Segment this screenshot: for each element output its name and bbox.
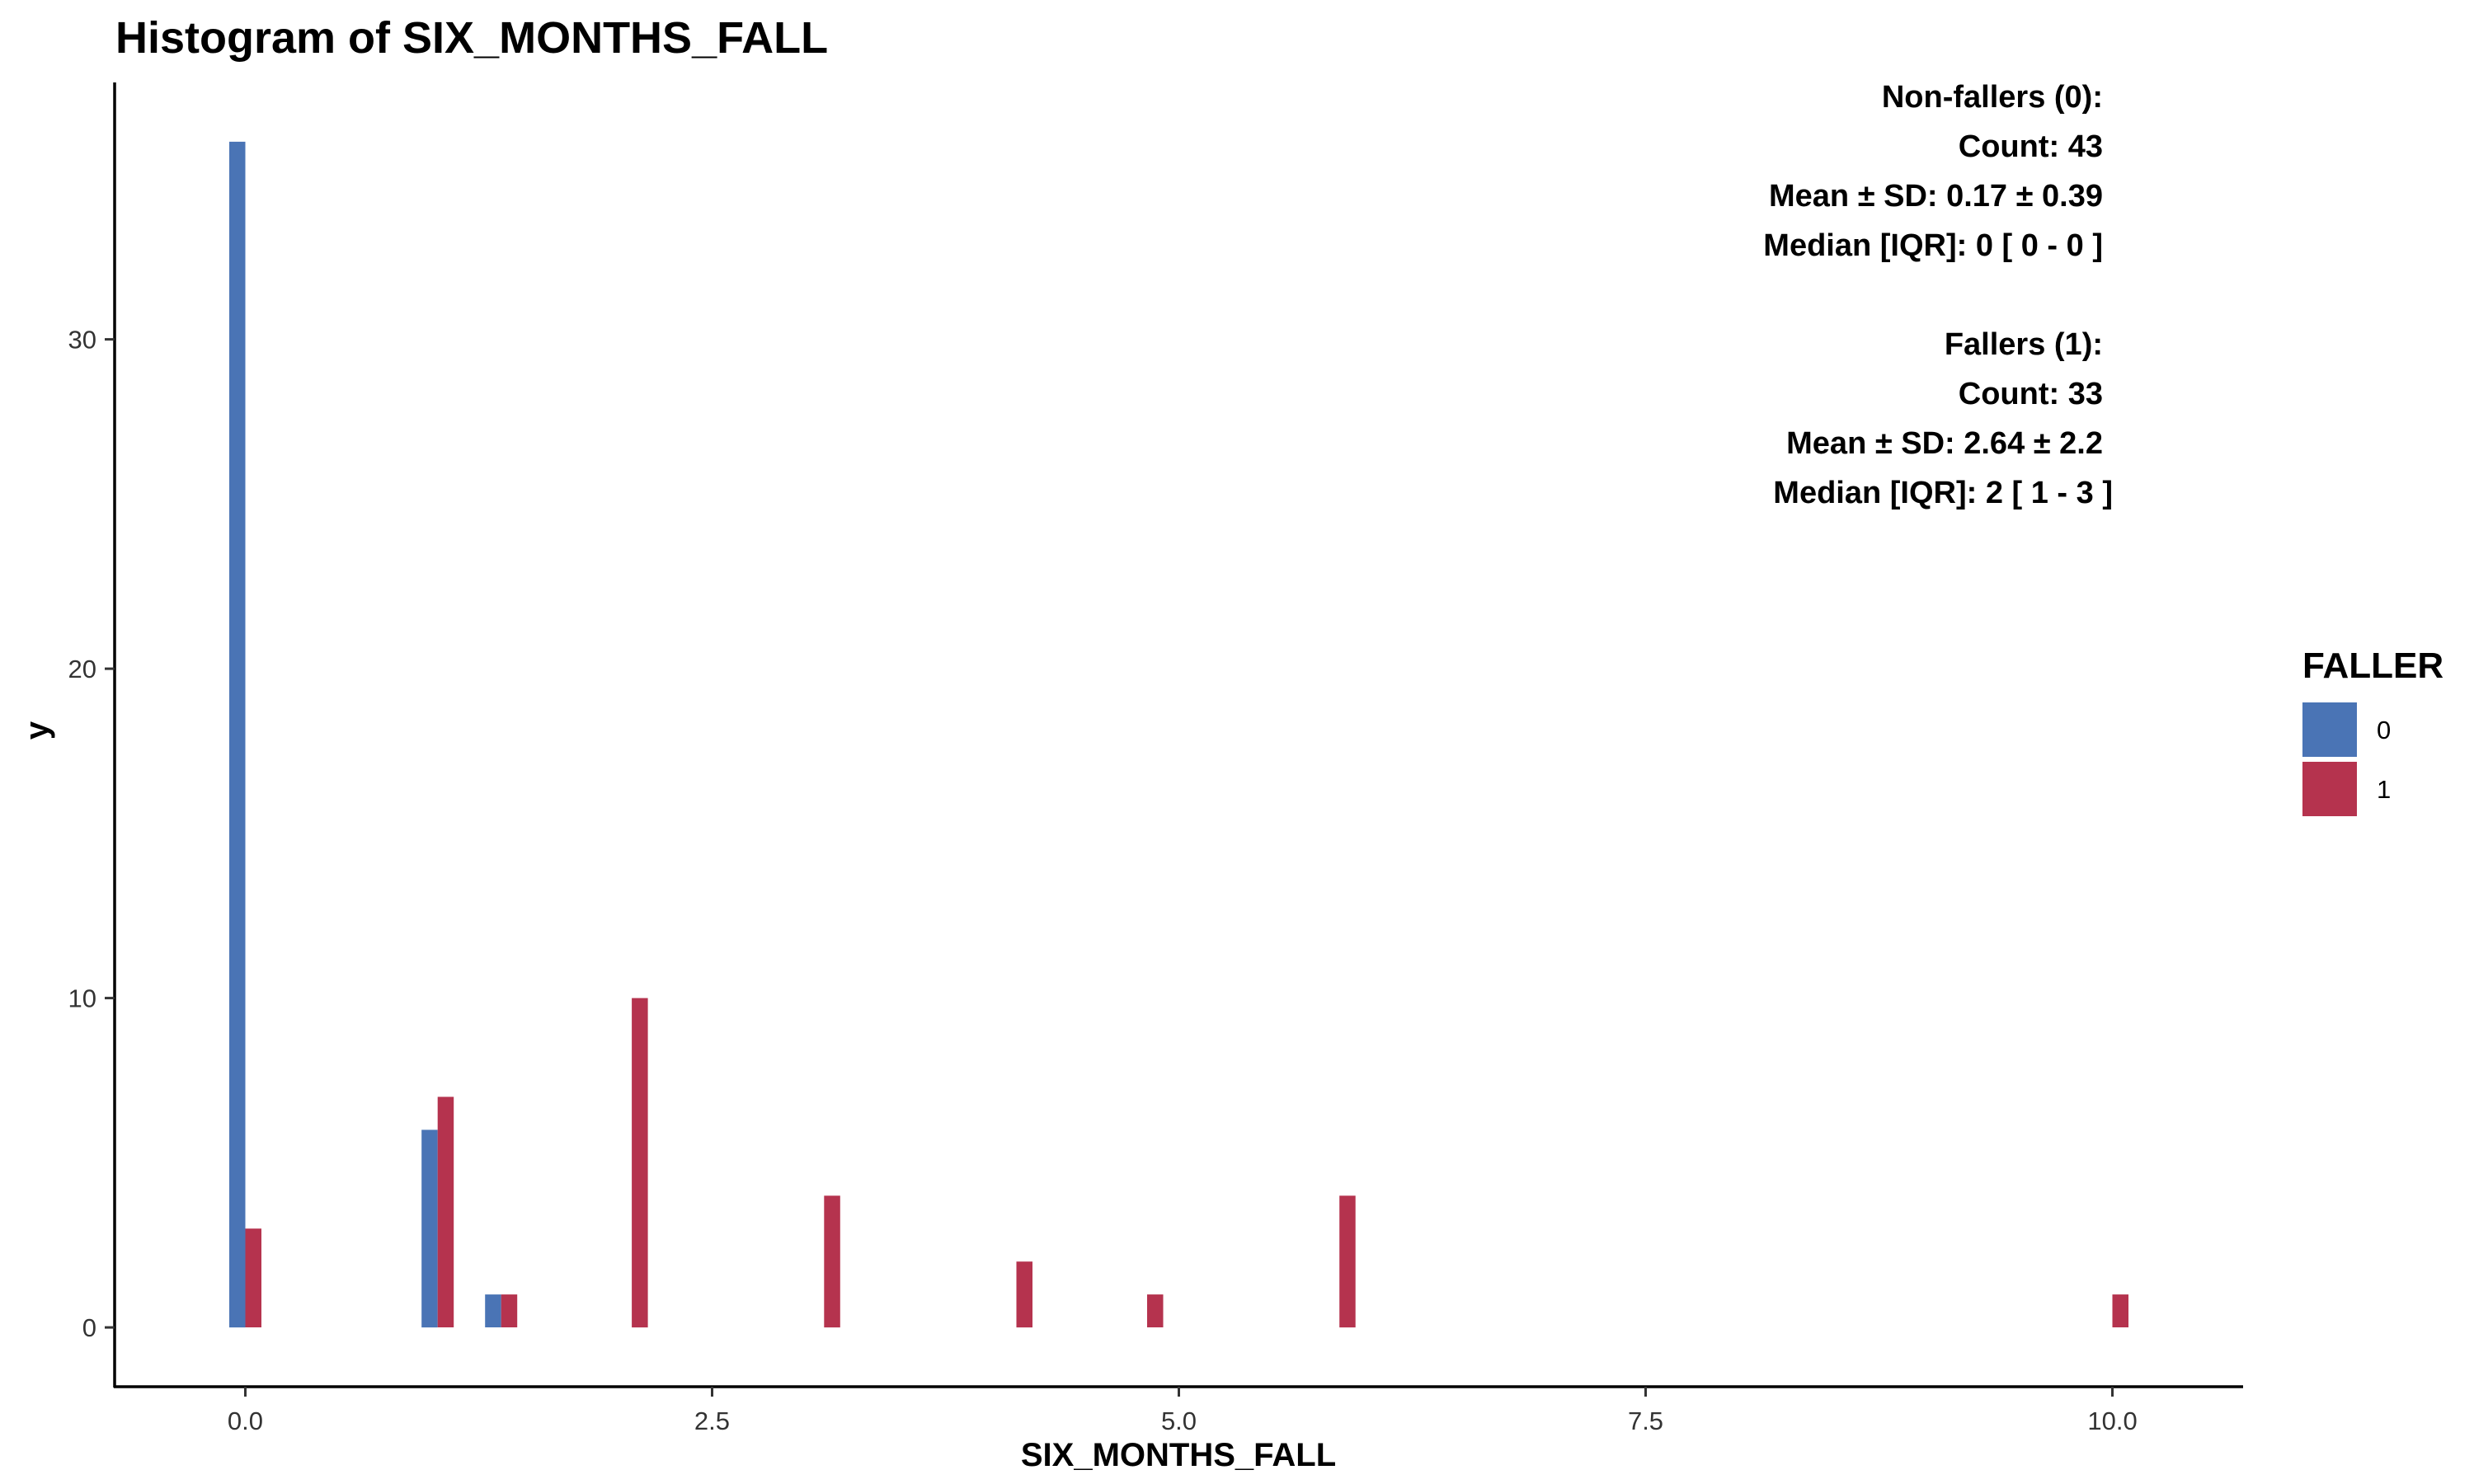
legend-label-1: 1 — [2377, 775, 2391, 804]
x-axis-title: SIX_MONTHS_FALL — [1021, 1437, 1336, 1473]
annotation-line: Fallers (1): — [1945, 327, 2103, 362]
bar-faller-1-6 — [1147, 1294, 1164, 1327]
chart-title: Histogram of SIX_MONTHS_FALL — [115, 13, 828, 63]
legend-key-0 — [2302, 702, 2357, 757]
y-ticks: 0 10 20 30 — [68, 326, 115, 1342]
bar-faller-1-2 — [501, 1294, 518, 1327]
x-tick-label: 10.0 — [2087, 1407, 2137, 1435]
annotation-line: Median [IQR]: 2 [ 1 - 3 ] — [1773, 476, 2113, 510]
bar-faller-1-3 — [632, 998, 648, 1328]
summary-annotation: Non-fallers (0): Count: 43 Mean ± SD: 0.17… — [1763, 80, 2113, 510]
bar-faller-1-0 — [245, 1228, 261, 1327]
legend-items: 01 — [2302, 702, 2391, 816]
y-axis-title: y — [19, 721, 55, 740]
bar-faller-1-4 — [824, 1195, 840, 1328]
annotation-line: Count: 33 — [1959, 377, 2103, 411]
x-tick-label: 7.5 — [1628, 1407, 1663, 1435]
legend-title: FALLER — [2302, 646, 2443, 686]
x-tick-label: 0.0 — [228, 1407, 263, 1435]
y-tick-label: 20 — [68, 655, 96, 683]
bars-layer — [229, 141, 2128, 1328]
y-tick-label: 10 — [68, 984, 96, 1013]
y-tick-label: 30 — [68, 326, 96, 355]
bar-faller-0-2 — [485, 1294, 501, 1327]
bar-faller-1-5 — [1016, 1261, 1032, 1328]
x-ticks: 0.0 2.5 5.0 7.5 10.0 — [228, 1387, 2138, 1435]
annotation-line: Non-fallers (0): — [1882, 80, 2103, 115]
bar-faller-1-7 — [1339, 1195, 1356, 1328]
bar-faller-0-0 — [229, 141, 246, 1328]
annotation-line: Count: 43 — [1959, 129, 2103, 164]
y-tick-label: 0 — [82, 1313, 96, 1342]
legend-key-1 — [2302, 762, 2357, 816]
bar-faller-1-1 — [437, 1097, 454, 1327]
annotation-line: Mean ± SD: 0.17 ± 0.39 — [1769, 179, 2103, 214]
legend-label-0: 0 — [2377, 716, 2391, 744]
annotation-line: Mean ± SD: 2.64 ± 2.2 — [1786, 426, 2103, 461]
bar-faller-1-8 — [2112, 1294, 2128, 1327]
bar-faller-0-1 — [421, 1129, 438, 1328]
annotation-line: Median [IQR]: 0 [ 0 - 0 ] — [1763, 228, 2103, 263]
x-tick-label: 2.5 — [694, 1407, 730, 1435]
legend: FALLER 01 — [2302, 646, 2443, 816]
x-tick-label: 5.0 — [1161, 1407, 1197, 1435]
